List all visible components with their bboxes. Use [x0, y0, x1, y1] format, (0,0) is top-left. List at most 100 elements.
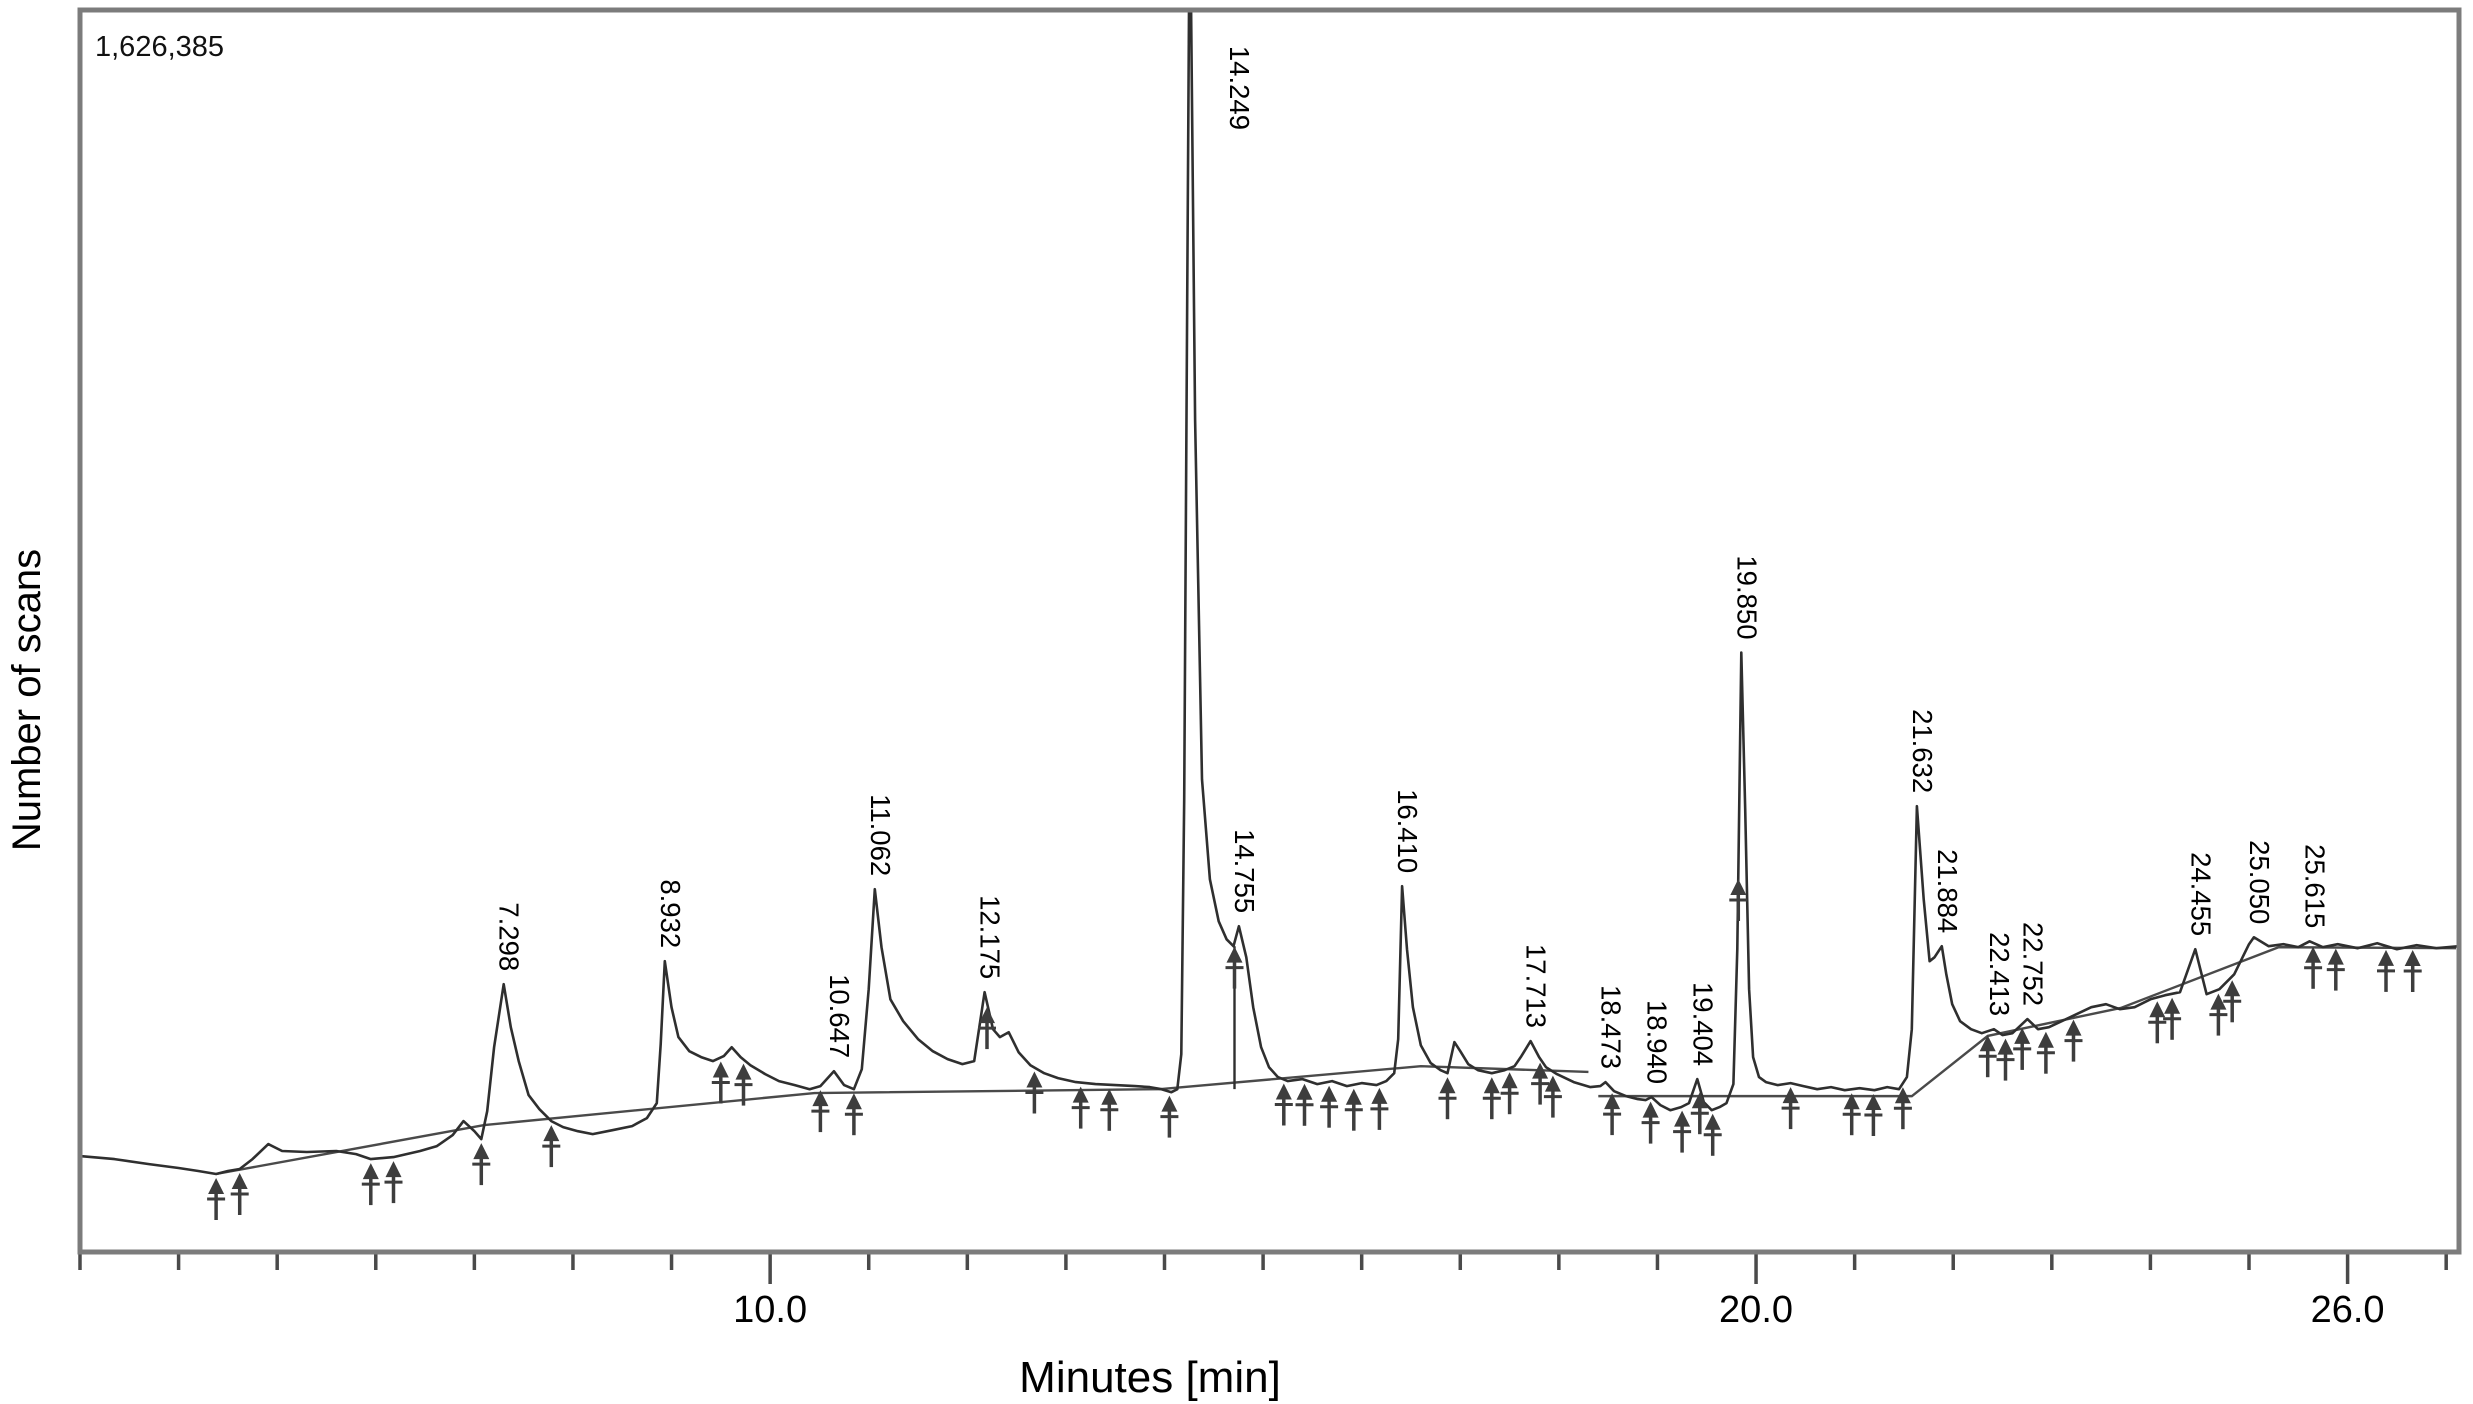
integration-marker-glyph [1865, 1094, 1882, 1110]
integration-marker [1729, 879, 1748, 921]
integration-marker [1160, 1095, 1179, 1138]
integration-marker [1673, 1110, 1692, 1153]
integration-marker-glyph [1371, 1087, 1388, 1104]
x-axis-title: Minutes [min] [1019, 1353, 1281, 1402]
integration-marker [844, 1093, 863, 1136]
integration-marker-glyph [2037, 1031, 2054, 1048]
integration-marker-glyph [362, 1163, 379, 1180]
integration-marker-glyph [1501, 1072, 1518, 1089]
integration-marker [2403, 950, 2422, 992]
integration-marker [207, 1178, 226, 1220]
integration-marker-glyph [1026, 1071, 1043, 1088]
peak-label: 25.050 [2244, 840, 2275, 924]
integration-marker-glyph [1704, 1113, 1721, 1130]
integration-marker-glyph [1296, 1083, 1313, 1100]
integration-marker [1603, 1093, 1622, 1136]
peak-label: 10.647 [824, 974, 855, 1058]
integration-marker [1295, 1083, 1314, 1126]
integration-marker [2036, 1031, 2055, 1074]
integration-marker-glyph [2014, 1027, 2031, 1044]
peak-label: 19.850 [1731, 555, 1762, 639]
integration-marker-glyph [1101, 1088, 1118, 1105]
peak-label: 17.713 [1521, 944, 1552, 1028]
integration-marker-glyph [2065, 1019, 2082, 1036]
integration-marker [2304, 946, 2323, 989]
integration-marker-glyph [2164, 997, 2181, 1014]
integration-marker [1703, 1113, 1722, 1156]
integration-marker-glyph [1674, 1110, 1691, 1127]
integration-marker-glyph [1345, 1088, 1362, 1105]
integration-marker [1641, 1101, 1660, 1144]
integration-marker-glyph [712, 1061, 729, 1078]
peak-label: 18.940 [1642, 1000, 1673, 1084]
integration-marker-glyph [2327, 948, 2344, 965]
integration-marker-glyph [1730, 879, 1747, 895]
integration-marker [1978, 1035, 1997, 1078]
integration-marker [1100, 1088, 1119, 1131]
peak-label: 14.755 [1229, 829, 1260, 913]
integration-marker [1482, 1077, 1501, 1120]
integration-marker [1370, 1087, 1389, 1130]
peak-label: 16.410 [1392, 789, 1423, 873]
integration-marker [1996, 1038, 2015, 1081]
integration-marker [1842, 1093, 1861, 1136]
integration-marker-glyph [1161, 1095, 1178, 1112]
integration-marker [1438, 1077, 1457, 1120]
integration-marker [361, 1163, 380, 1206]
integration-marker-glyph [1439, 1077, 1456, 1094]
integration-marker [2013, 1027, 2032, 1070]
integration-marker-glyph [1532, 1062, 1549, 1079]
integration-marker [1893, 1087, 1912, 1130]
integration-marker [1690, 1092, 1709, 1135]
integration-marker-glyph [543, 1125, 560, 1142]
plot-frame [77, 7, 2462, 1255]
integration-marker-glyph [2305, 946, 2322, 963]
integration-marker [811, 1090, 830, 1133]
integration-marker-glyph [1691, 1092, 1708, 1109]
integration-marker [1320, 1085, 1339, 1128]
peak-label: 22.752 [2017, 922, 2048, 1006]
integration-marker-glyph [1642, 1101, 1659, 1118]
chromatogram-trace [78, 8, 2461, 1176]
integration-marker [1344, 1088, 1363, 1131]
integration-marker [384, 1161, 403, 1204]
peak-label: 12.175 [975, 895, 1006, 979]
integration-marker [1531, 1062, 1550, 1105]
integration-marker [2148, 1001, 2167, 1044]
peak-label: 24.455 [2185, 852, 2216, 936]
integration-marker-glyph [2378, 949, 2394, 966]
peak-label: 8.932 [655, 879, 686, 948]
peak-label: 21.884 [1932, 849, 1963, 933]
integration-marker [1025, 1071, 1044, 1114]
y-axis-title: Number of scans [5, 549, 49, 851]
integration-marker-glyph [1544, 1075, 1561, 1092]
peak-label: 7.298 [494, 902, 525, 971]
integration-marker-glyph [1979, 1035, 1996, 1052]
integration-marker-glyph [231, 1173, 248, 1189]
integration-marker-glyph [1997, 1038, 2014, 1055]
integration-marker-glyph [208, 1178, 225, 1194]
full-scale-value: 1,626,385 [95, 31, 224, 63]
integration-marker-glyph [473, 1143, 490, 1160]
integration-marker [1500, 1072, 1519, 1115]
integration-marker-glyph [845, 1093, 862, 1110]
peak-label: 22.413 [1984, 932, 2015, 1016]
integration-marker [2326, 948, 2345, 991]
peak-label: 18.473 [1596, 985, 1627, 1069]
integration-marker-glyph [735, 1063, 752, 1080]
integration-marker [2064, 1019, 2083, 1062]
integration-marker-glyph [1782, 1087, 1799, 1104]
integration-marker-glyph [1321, 1085, 1338, 1102]
peak-label: 19.404 [1687, 982, 1718, 1066]
integration-marker [1225, 946, 1244, 989]
integration-marker-glyph [1843, 1093, 1860, 1110]
integration-marker [711, 1061, 730, 1104]
integration-marker-glyph [1604, 1093, 1621, 1110]
integration-marker [2209, 993, 2228, 1036]
integration-marker [1071, 1086, 1090, 1129]
peak-label: 14.249 [1224, 46, 1255, 130]
integration-marker-glyph [2404, 950, 2421, 966]
integration-marker [1864, 1094, 1883, 1136]
integration-marker [734, 1063, 753, 1106]
integration-marker-glyph [2224, 980, 2241, 997]
